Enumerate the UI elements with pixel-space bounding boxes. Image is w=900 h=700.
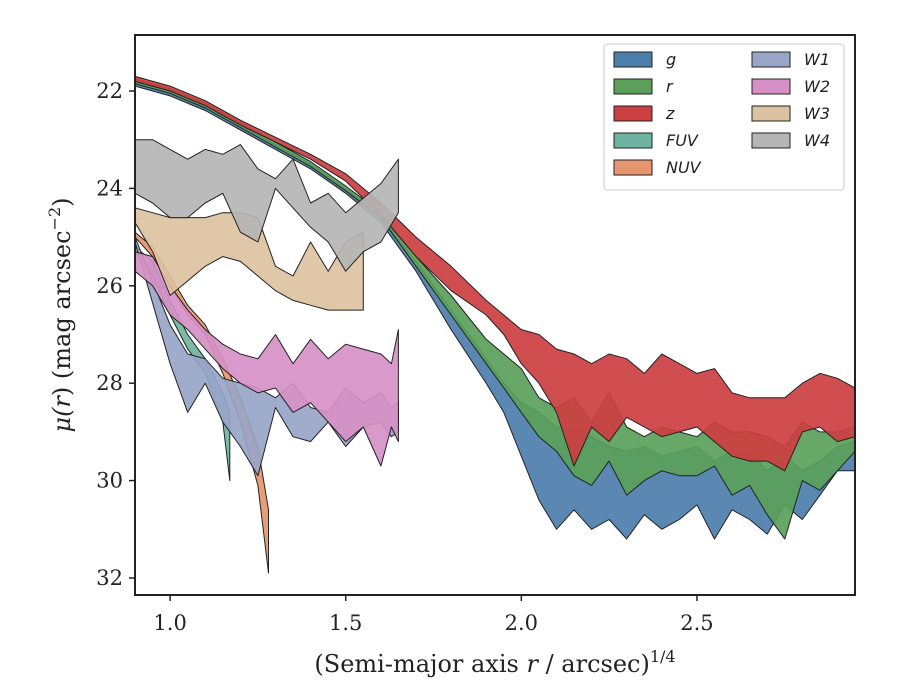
x-axis-label: (Semi-major axis r / arcsec)1/4 — [314, 647, 675, 678]
legend-label-w4: W4 — [804, 131, 830, 150]
legend-swatch-w4 — [751, 132, 791, 149]
y-tick-label: 30 — [96, 469, 123, 493]
legend-swatch-r — [613, 78, 653, 95]
x-axis: 1.0 1.5 2.0 2.5 — [153, 595, 714, 635]
y-tick-label: 28 — [96, 371, 123, 395]
legend-label-w3: W3 — [804, 104, 830, 123]
legend-swatch-w1 — [751, 51, 791, 68]
legend-label-fuv: FUV — [666, 131, 699, 150]
legend-swatch-z — [613, 105, 653, 122]
x-tick-label: 2.0 — [505, 611, 538, 635]
legend-label-w2: W2 — [804, 77, 830, 96]
band-r — [135, 78, 855, 540]
bands-layer — [135, 75, 855, 574]
legend-swatch-nuv — [613, 159, 653, 176]
y-axis-label: μ(r) (mag arcsec−2) — [45, 197, 76, 432]
x-tick-label: 1.0 — [153, 611, 186, 635]
band-w3 — [135, 207, 364, 311]
y-tick-label: 24 — [96, 176, 123, 200]
band-w4 — [135, 139, 399, 272]
legend-label-g: g — [666, 50, 676, 69]
band-z — [135, 75, 855, 472]
x-tick-label: 1.5 — [329, 611, 362, 635]
legend-swatch-g — [613, 51, 653, 68]
legend-swatch-w2 — [751, 78, 791, 95]
legend-label-z: z — [665, 104, 675, 123]
y-tick-label: 32 — [96, 566, 123, 590]
plot-frame — [134, 34, 856, 596]
legend-label-w1: W1 — [804, 50, 830, 69]
legend-swatch-w3 — [751, 105, 791, 122]
legend: grz FUV NUV W1 W2 W3 W4 — [603, 43, 845, 191]
y-axis: 22 24 26 28 30 32 — [96, 79, 135, 590]
legend-label-nuv: NUV — [666, 158, 702, 177]
y-tick-label: 26 — [96, 274, 123, 298]
y-tick-label: 22 — [96, 79, 123, 103]
legend-label-r: r — [666, 77, 674, 96]
x-tick-label: 2.5 — [680, 611, 713, 635]
band-w2 — [135, 251, 399, 467]
legend-swatch-fuv — [613, 132, 653, 149]
